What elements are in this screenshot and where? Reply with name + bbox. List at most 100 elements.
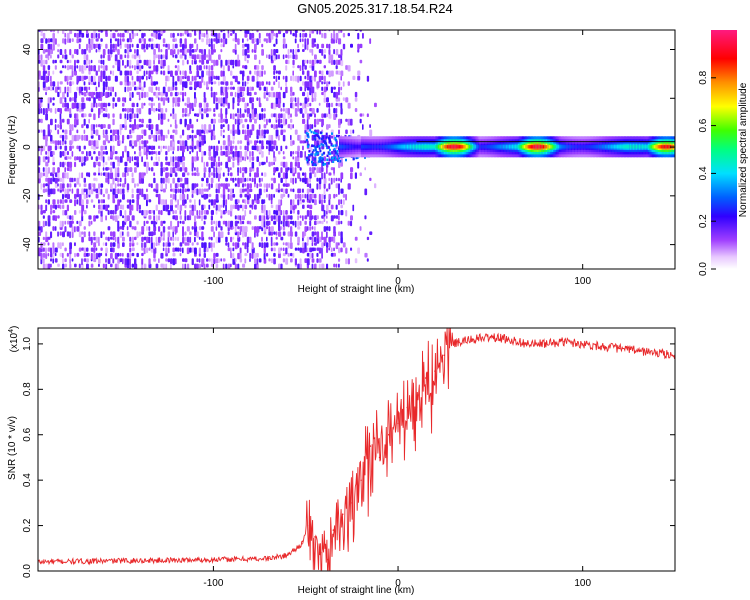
colorbar-tick-label: 0.0 — [698, 262, 709, 276]
heatmap-cell — [309, 145, 313, 152]
heatmap-cell — [131, 75, 134, 81]
heatmap-cell — [189, 236, 192, 243]
heatmap-cell — [71, 54, 74, 59]
heatmap-cell — [122, 102, 125, 107]
heatmap-cell — [76, 75, 80, 83]
heatmap-cell — [153, 91, 157, 96]
heatmap-cell — [69, 258, 71, 264]
heatmap-cell — [338, 118, 342, 126]
heatmap-cell — [232, 156, 235, 161]
heatmap-cell — [129, 32, 131, 40]
heatmap-cell — [242, 242, 245, 246]
heatmap-cell — [172, 54, 175, 58]
heatmap-cell — [124, 75, 127, 83]
heatmap-cell — [203, 220, 206, 225]
heatmap-cell — [74, 113, 77, 119]
heatmap-cell — [78, 263, 81, 269]
heatmap-cell — [222, 172, 225, 177]
heatmap-cell — [342, 43, 346, 50]
heatmap-cell — [215, 236, 219, 244]
heatmap-cell — [287, 193, 290, 198]
heatmap-cell — [191, 140, 194, 147]
heatmap-cell — [196, 140, 199, 147]
heatmap-cell — [62, 199, 65, 205]
heatmap-cell — [129, 81, 131, 86]
heatmap-cell — [302, 247, 305, 254]
heatmap-cell — [40, 102, 43, 108]
heatmap-cell — [347, 145, 350, 149]
heatmap-cell — [477, 145, 480, 149]
heatmap-cell — [174, 236, 177, 241]
heatmap-cell — [69, 252, 72, 260]
heatmap-cell — [62, 118, 65, 123]
heatmap-cell — [306, 158, 309, 161]
heatmap-cell — [213, 167, 215, 173]
heatmap-cell — [112, 70, 114, 76]
heatmap-cell — [184, 38, 187, 45]
heatmap-cell — [328, 210, 332, 214]
heatmap-cell — [66, 252, 69, 257]
heatmap-cell — [102, 81, 106, 88]
heatmap-cell — [172, 43, 175, 51]
heatmap-cell — [242, 156, 244, 161]
heatmap-cell — [345, 158, 347, 162]
heatmap-cell — [162, 30, 166, 33]
heatmap-cell — [136, 108, 139, 113]
heatmap-cell — [191, 247, 195, 253]
heatmap-cell — [287, 252, 290, 257]
heatmap-cell — [50, 134, 53, 142]
heatmap-cell — [42, 242, 46, 246]
heatmap-cell — [325, 132, 328, 136]
heatmap-cell — [59, 108, 62, 114]
heatmap-cell — [102, 145, 106, 150]
heatmap-cell — [201, 108, 204, 112]
heatmap-cell — [54, 124, 57, 131]
heatmap-cell — [297, 242, 300, 246]
heatmap-cell — [230, 193, 233, 201]
heatmap-cell — [54, 215, 57, 222]
heatmap-cell — [112, 258, 115, 264]
heatmap-cell — [314, 242, 317, 246]
heatmap-cell — [556, 145, 559, 149]
heatmap-cell — [66, 86, 70, 92]
heatmap-cell — [290, 134, 292, 141]
heatmap-cell — [110, 145, 112, 152]
heatmap-cell — [222, 65, 225, 71]
heatmap-cell — [201, 242, 204, 248]
heatmap-cell — [64, 54, 68, 60]
heatmap-cell — [81, 134, 84, 141]
heatmap-cell — [261, 220, 265, 228]
heatmap-cell — [311, 156, 314, 162]
heatmap-cell — [170, 145, 173, 151]
heatmap-cell — [52, 30, 56, 33]
heatmap-cell — [215, 167, 218, 173]
heatmap-cell — [311, 124, 314, 129]
heatmap-cell — [234, 59, 238, 67]
heatmap-cell — [242, 183, 245, 188]
heatmap-cell — [338, 81, 341, 86]
heatmap-cell — [126, 151, 130, 158]
heatmap-cell — [306, 134, 309, 137]
heatmap-cell — [258, 129, 261, 136]
heatmap-cell — [141, 226, 145, 233]
heatmap-cell — [114, 75, 118, 82]
heatmap-cell — [261, 151, 264, 158]
heatmap-cell — [66, 220, 70, 225]
heatmap-cell — [446, 145, 449, 149]
heatmap-cell — [112, 177, 115, 185]
heatmap-cell — [83, 102, 86, 109]
heatmap-cell — [203, 210, 207, 215]
heatmap-cell — [201, 236, 205, 241]
heatmap-cell — [206, 161, 209, 167]
heatmap-cell — [184, 199, 187, 204]
heatmap-cell — [273, 49, 276, 56]
heatmap-cell — [258, 188, 262, 196]
heatmap-cell — [352, 75, 356, 80]
heatmap-cell — [50, 129, 52, 133]
heatmap-cell — [45, 38, 48, 44]
heatmap-cell — [239, 86, 243, 92]
heatmap-cell — [210, 49, 214, 55]
heatmap-cell — [237, 54, 240, 61]
heatmap-cell — [71, 151, 74, 157]
heatmap-cell — [114, 204, 118, 212]
